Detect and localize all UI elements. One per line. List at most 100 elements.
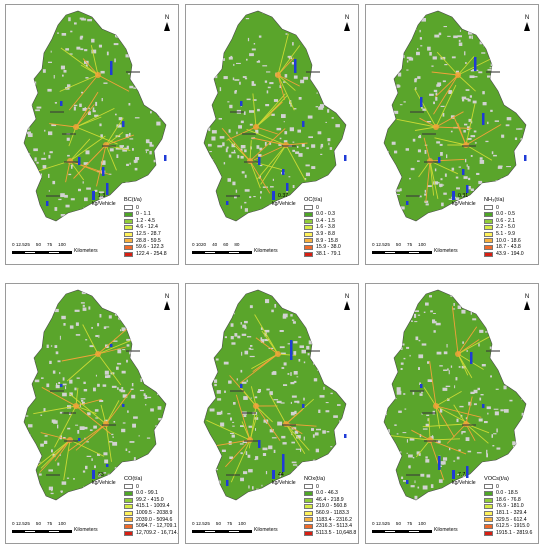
non-road-cell [297, 129, 301, 133]
non-road-cell [393, 462, 395, 465]
non-road-cell [80, 48, 84, 51]
non-road-cell [26, 29, 29, 33]
non-road-cell [229, 104, 233, 109]
non-road-cell [312, 74, 314, 78]
major-road [433, 74, 459, 115]
non-road-cell [448, 496, 451, 500]
non-road-cell [325, 121, 327, 123]
non-road-cell [66, 137, 70, 141]
non-road-cell [283, 384, 288, 386]
non-road-cell [449, 448, 451, 451]
non-road-cell [217, 398, 222, 401]
non-road-cell [399, 85, 401, 88]
urban-hotspot [433, 403, 439, 409]
non-road-cell [146, 437, 151, 439]
non-road-cell [252, 486, 254, 490]
non-road-cell [282, 442, 287, 445]
non-road-cell [122, 299, 127, 301]
non-road-cell [57, 32, 59, 34]
non-road-cell [242, 441, 247, 443]
non-road-cell [280, 402, 285, 404]
non-road-cell [206, 447, 210, 451]
non-road-cell [282, 315, 287, 319]
non-road-cell [218, 480, 221, 484]
non-road-cell [222, 142, 225, 147]
non-road-cell [247, 336, 252, 338]
emission-class-legend: NH₃(t/a) 0 0.0 - 0.5 0.6 - 2.1 2.2 - 5.0 5.1 … [484, 197, 524, 257]
major-road [465, 124, 502, 146]
legend-label: 2039.0 - 5094.6 [136, 516, 173, 523]
non-road-cell [204, 99, 206, 101]
non-road-cell [495, 388, 499, 390]
non-road-cell [125, 27, 127, 31]
scale-segment [36, 529, 48, 533]
non-road-cell [490, 63, 495, 67]
non-road-cell [507, 458, 512, 462]
non-road-cell [461, 431, 463, 435]
non-road-cell [116, 124, 122, 128]
non-road-cell [209, 75, 213, 78]
non-road-cell [32, 81, 37, 85]
non-road-cell [402, 15, 406, 17]
major-road [105, 400, 120, 425]
non-road-cell [465, 89, 470, 91]
legend-row: 43.9 - 194.0 [484, 251, 524, 258]
non-road-cell [419, 37, 422, 40]
non-road-cell [209, 408, 215, 412]
emission-map [23, 10, 167, 222]
non-road-cell [512, 334, 514, 339]
non-road-cell [419, 134, 421, 137]
non-road-cell [283, 81, 286, 83]
major-road [80, 64, 99, 76]
non-road-cell [62, 377, 65, 381]
vehicle-emission-bar [102, 167, 105, 176]
vehicle-emission-bar [466, 466, 469, 478]
non-road-cell [112, 340, 118, 342]
non-road-cell [48, 469, 53, 472]
non-road-cell [312, 434, 315, 438]
non-road-cell [417, 149, 421, 153]
non-road-cell [27, 93, 30, 95]
legend-row: 0.0 - 0.3 [304, 211, 341, 218]
non-road-cell [260, 339, 265, 343]
non-road-cell [217, 145, 223, 148]
non-road-cell [528, 89, 531, 92]
non-road-cell [245, 18, 250, 20]
non-road-cell [519, 324, 521, 327]
non-road-cell [315, 448, 319, 453]
major-road [414, 88, 437, 128]
vehicle-emission-bar [482, 113, 485, 125]
non-road-cell [111, 490, 114, 495]
non-road-cell [496, 447, 501, 450]
non-road-cell [305, 43, 310, 45]
non-road-cell [84, 197, 88, 202]
non-road-cell [506, 117, 512, 121]
non-road-cell [398, 410, 402, 413]
non-road-cell [292, 149, 295, 152]
non-road-cell [76, 490, 81, 494]
legend-row: 3.9 - 8.8 [304, 231, 341, 238]
major-road [105, 132, 124, 146]
non-road-cell [512, 313, 517, 318]
north-label: N [164, 294, 170, 300]
non-road-cell [98, 334, 100, 338]
non-road-cell [392, 51, 394, 55]
scale-segment [420, 250, 432, 254]
non-road-cell [51, 124, 57, 127]
non-road-cell [341, 171, 344, 174]
non-road-cell [209, 36, 214, 39]
non-road-cell [297, 400, 300, 404]
non-road-cell [331, 325, 334, 328]
non-road-cell [504, 409, 509, 413]
non-road-cell [288, 495, 293, 497]
non-road-cell [201, 217, 203, 218]
non-road-cell [87, 19, 92, 22]
non-road-cell [260, 327, 263, 330]
reference-bar-legend: 63 kg/Vehicle [92, 470, 116, 486]
non-road-cell [270, 186, 274, 188]
scale-segment [240, 250, 252, 254]
non-road-cell [246, 58, 248, 61]
non-road-cell [74, 104, 78, 107]
major-road [249, 128, 286, 162]
non-road-cell [500, 45, 503, 49]
